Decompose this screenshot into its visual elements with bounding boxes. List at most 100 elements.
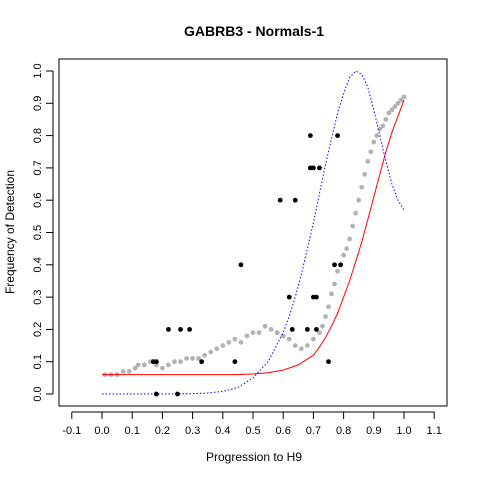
y-tick-label: 0.0 (32, 386, 44, 401)
black-data-point (292, 197, 298, 203)
x-tick-label: 0.6 (276, 425, 291, 437)
gray-data-point (335, 268, 340, 274)
x-tick-label: 0.5 (245, 425, 260, 437)
gray-data-point (350, 223, 356, 229)
y-axis-label: Frequency of Detection (3, 170, 17, 294)
black-data-point (153, 391, 159, 397)
x-tick-label: 0.0 (94, 425, 109, 437)
gray-data-point (214, 346, 220, 352)
black-data-point (277, 197, 283, 203)
black-data-point (335, 133, 340, 139)
black-data-point (326, 359, 331, 365)
gray-data-point (380, 123, 386, 129)
x-tick-label: -0.1 (62, 425, 81, 437)
gray-data-point (220, 343, 226, 348)
y-tick-label: 0.2 (32, 322, 44, 337)
gray-data-point (323, 314, 328, 319)
black-data-point (338, 262, 343, 268)
y-tick-label: 0.3 (32, 289, 44, 304)
plot-layer (102, 70, 407, 397)
gray-data-point (184, 356, 189, 361)
gray-data-point (304, 343, 310, 348)
x-tick-label: 0.2 (155, 425, 170, 437)
axes-layer: -0.1 0.0 0.1 0.2 0.3 0.4 0.5 0.6 0.7 0.8 0.9 1.0 1.1… (32, 63, 442, 437)
gray-data-point (392, 104, 398, 109)
y-tick-label: 0.9 (32, 96, 44, 111)
y-tick-label: 0.1 (32, 354, 44, 369)
gray-data-point (371, 139, 377, 145)
gray-data-point (365, 159, 371, 164)
black-data-point (232, 359, 238, 365)
gray-data-point (190, 356, 196, 361)
gray-data-point (274, 330, 280, 336)
gray-data-point (332, 281, 337, 287)
x-tick-label: 0.1 (125, 425, 140, 437)
black-data-point (311, 165, 316, 171)
black-data-point (286, 294, 292, 300)
gray-data-point (126, 368, 132, 374)
gray-data-point (341, 252, 346, 258)
black-data-point (178, 327, 183, 332)
gray-data-point (353, 210, 359, 216)
gray-data-point (356, 197, 362, 203)
black-data-point (289, 327, 295, 332)
gray-data-point (320, 323, 325, 329)
x-tick-label: 0.8 (336, 425, 351, 437)
x-tick-label: 1.1 (427, 425, 442, 437)
y-tick-label: 0.8 (32, 128, 44, 143)
black-data-point (332, 262, 337, 268)
black-data-point (314, 327, 319, 332)
gray-data-point (135, 362, 141, 368)
gray-data-point (311, 336, 316, 342)
black-data-point (307, 133, 313, 139)
x-tick-label: 0.4 (215, 425, 230, 437)
gray-data-point (120, 368, 126, 374)
black-data-point (314, 294, 319, 300)
gray-data-point (172, 359, 177, 365)
gray-data-point (374, 133, 380, 139)
gray-data-point (383, 117, 389, 122)
x-tick-label: 0.7 (306, 425, 321, 437)
gray-data-point (280, 333, 286, 339)
x-tick-label: 0.9 (366, 425, 381, 437)
gray-data-point (226, 339, 232, 345)
black-data-point (304, 327, 310, 332)
gray-data-point (178, 359, 183, 365)
y-tick-label: 0.7 (32, 160, 44, 175)
gray-data-point (344, 246, 350, 252)
gray-data-point (232, 336, 238, 342)
y-tick-label: 0.4 (32, 257, 44, 272)
gray-data-point (362, 171, 368, 177)
gray-data-point (244, 333, 250, 339)
gray-data-point (160, 365, 165, 371)
black-data-point (199, 359, 205, 365)
y-tick-label: 1.0 (32, 63, 44, 78)
gray-data-point (202, 352, 208, 358)
black-data-point (175, 391, 180, 397)
gray-data-point (386, 110, 392, 116)
gray-data-point (326, 304, 331, 310)
x-axis-label: Progression to H9 (206, 450, 302, 464)
y-tick-label: 0.6 (32, 193, 44, 208)
gray-data-point (268, 327, 274, 332)
gray-data-point (256, 330, 262, 336)
gray-data-point (286, 336, 292, 342)
black-data-point (317, 165, 322, 171)
gray-data-point (292, 343, 298, 348)
x-tick-label: 0.3 (185, 425, 200, 437)
black-data-point (150, 359, 156, 365)
gray-data-point (262, 323, 268, 329)
gray-data-point (132, 365, 138, 371)
gray-data-point (401, 94, 407, 100)
black-data-point (166, 327, 171, 332)
gray-data-point (368, 149, 374, 155)
gray-data-point (377, 126, 383, 132)
black-data-point (187, 327, 192, 332)
gray-data-point (317, 330, 322, 336)
fitted-curve-line (102, 99, 405, 376)
gray-data-point (398, 97, 404, 103)
x-tick-label: 1.0 (396, 425, 411, 437)
